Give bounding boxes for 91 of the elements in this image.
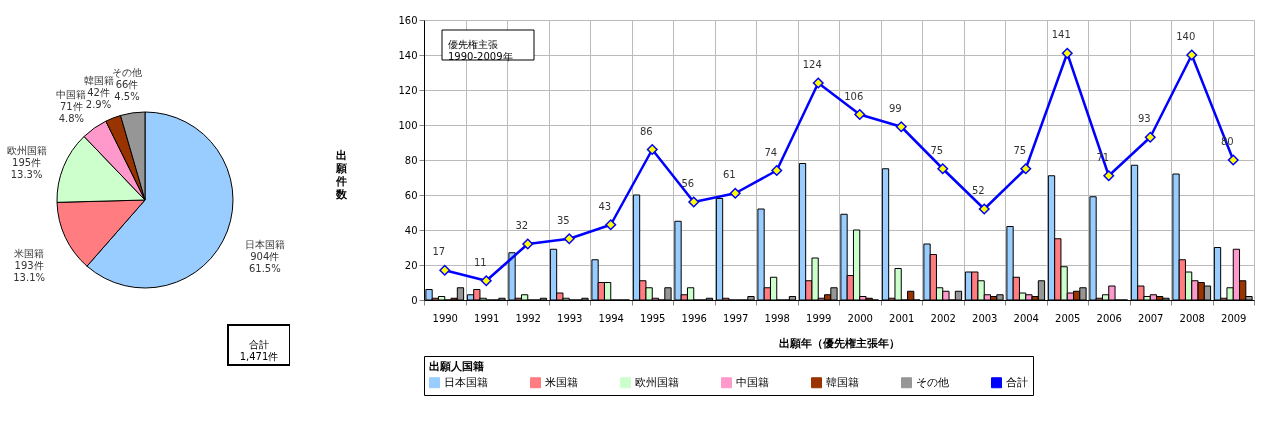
- x-tick-label: 1991: [474, 312, 500, 324]
- y-tick-label: 60: [404, 189, 418, 201]
- point: [1186, 49, 1198, 61]
- data-label: 93: [1137, 113, 1151, 125]
- legend-label: 日本国籍: [444, 375, 488, 389]
- slice-label: 米国籍: [14, 248, 45, 260]
- point: [854, 109, 866, 120]
- point: [1103, 170, 1115, 182]
- data-label: 42件 2.9%: [85, 86, 112, 110]
- x-tick-label: 2003: [972, 312, 998, 324]
- x-tick-label: 2004: [1013, 312, 1039, 324]
- data-label: 71件 4.8%: [58, 101, 85, 125]
- x-tick-label: 2000: [847, 312, 873, 324]
- x-tick-label: 1990: [432, 312, 458, 324]
- x-tick-label: 1996: [681, 312, 707, 324]
- x-tick-label: 2006: [1096, 312, 1122, 324]
- point: [439, 264, 451, 276]
- legend-label: 合計: [1006, 375, 1028, 389]
- legend-label: 米国籍: [545, 375, 578, 389]
- data-label: 124: [802, 59, 822, 70]
- text: 合計 1,471件: [239, 339, 279, 362]
- y-tick-label: 20: [404, 259, 418, 271]
- slice-label: その他: [112, 67, 143, 79]
- data-label: 32: [515, 220, 529, 231]
- point: [480, 275, 492, 287]
- data-label: 74: [764, 146, 778, 158]
- x-tick-label: 1992: [515, 312, 541, 324]
- data-label: 86: [639, 125, 653, 137]
- y-tick-label: 0: [411, 294, 418, 306]
- point: [729, 187, 741, 199]
- data-label: 17: [432, 246, 446, 258]
- x-tick-label: 1997: [723, 312, 749, 324]
- x-axis-title: 出願年（優先権主張年）: [779, 336, 900, 350]
- legend-title: 出願人国籍: [429, 360, 484, 373]
- x-tick-label: 2001: [889, 312, 915, 324]
- legend-label: その他: [916, 375, 949, 389]
- data-label: 43: [598, 200, 612, 212]
- legend-label: 韓国籍: [826, 375, 859, 389]
- point: [563, 233, 575, 245]
- x-tick-label: 1999: [806, 312, 832, 324]
- point: [812, 77, 824, 89]
- data-label: 61: [722, 169, 736, 181]
- point: [1144, 131, 1156, 143]
- legend-label: 中国籍: [736, 375, 769, 389]
- data-label: 106: [844, 90, 864, 102]
- x-tick-label: 2008: [1179, 312, 1205, 324]
- data-label: 52: [971, 185, 985, 196]
- data-label: 904件 61.5%: [248, 251, 281, 275]
- data-label: 56: [681, 178, 695, 189]
- y-tick-label: 40: [404, 224, 418, 236]
- point: [646, 144, 658, 155]
- point: [895, 121, 907, 133]
- data-label: 99: [888, 102, 902, 114]
- data-label: 35: [556, 214, 570, 226]
- y-axis-title: 出願件数: [334, 148, 348, 201]
- point: [771, 165, 783, 176]
- slice-label: 韓国籍: [83, 74, 114, 86]
- point: [978, 203, 990, 215]
- point: [688, 196, 700, 208]
- point: [1020, 163, 1032, 175]
- data-label: 195件 13.3%: [10, 157, 43, 181]
- y-tick-label: 120: [398, 84, 418, 96]
- slice-label: 中国籍: [56, 89, 87, 101]
- point: [1061, 47, 1073, 59]
- data-label: 141: [1051, 29, 1071, 41]
- legend-label: 欧州国籍: [635, 375, 679, 389]
- annotation: 優先権主張 1990-2009年: [448, 39, 513, 62]
- x-tick-label: 1993: [557, 312, 583, 324]
- data-label: 75: [1013, 144, 1027, 156]
- x-tick-label: 2009: [1221, 312, 1247, 324]
- slice-label: 日本国籍: [244, 239, 285, 251]
- data-label: 193件 13.1%: [13, 260, 46, 284]
- data-label: 11: [473, 256, 487, 268]
- point: [937, 163, 949, 175]
- x-tick-label: 1995: [640, 312, 666, 324]
- x-tick-label: 1998: [764, 312, 790, 324]
- x-tick-label: 2005: [1055, 312, 1081, 324]
- data-label: 75: [930, 144, 944, 156]
- x-tick-label: 1994: [598, 312, 624, 324]
- y-tick-label: 80: [404, 154, 418, 166]
- point: [522, 238, 534, 250]
- data-label: 66件 4.5%: [114, 79, 140, 103]
- data-label: 140: [1176, 31, 1196, 42]
- y-tick-label: 140: [398, 49, 418, 61]
- slice-label: 欧州国籍: [6, 145, 47, 157]
- y-tick-label: 160: [398, 14, 418, 26]
- point: [1227, 154, 1239, 166]
- y-tick-label: 100: [398, 119, 418, 131]
- point: [605, 219, 617, 231]
- x-tick-label: 2007: [1138, 312, 1164, 324]
- x-tick-label: 2002: [930, 312, 956, 324]
